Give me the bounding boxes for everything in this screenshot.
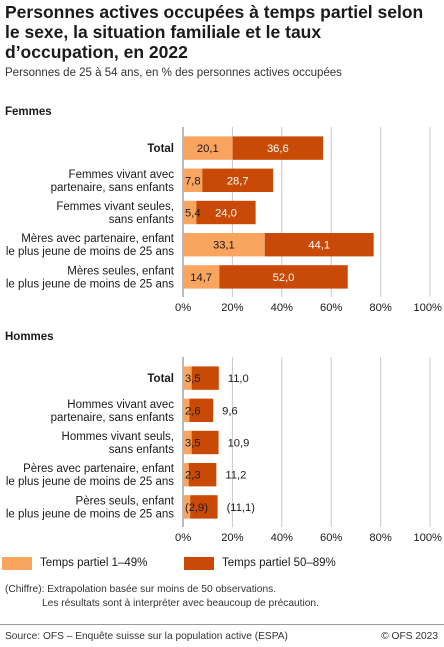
legend-label-part2: Temps partiel 50–89% [222,557,336,569]
x-tick-label-hommes: 100% [413,532,442,544]
bar-part1-femmes [183,200,197,225]
x-tick-label-hommes: 0% [175,532,191,544]
bar-part2-hommes [190,495,218,519]
data-label-part1-femmes: 33,1 [213,240,235,252]
data-label-part1-femmes: 14,7 [190,272,212,284]
bar-part2-femmes [202,168,274,192]
category-label-line-hommes: Pères seuls, enfant [76,495,175,507]
chart-title: Personnes actives occupées à temps parti… [5,2,424,62]
panel-title-hommes: Hommes [5,331,54,343]
category-label-line-hommes: le plus jeune de moins de 25 ans [6,508,174,520]
x-tick-label-hommes: 40% [271,532,293,544]
category-label-line-femmes: Mères avec partenaire, enfant [21,233,175,245]
chart-subtitle: Personnes de 25 à 54 ans, en % des perso… [5,67,342,79]
category-label-line-hommes: Total [147,373,174,385]
bar-part1-hommes [183,366,192,390]
footnote: (Chiffre): Extrapolation basée sur moins… [5,583,319,611]
category-label-hommes: Pères seuls, enfant le plus jeune de moin… [6,495,175,520]
chart-svg-hommes: 3,5 11,0 Total 2,6 9,6 Hommes vivant avec part… [6,357,442,544]
bar-part2-femmes [196,200,256,225]
bar-part2-femmes [219,265,348,289]
bar-part1-femmes [183,265,220,289]
category-label-line-hommes: Hommes vivant seuls, [62,431,174,443]
data-label-part2-femmes: 24,0 [215,208,237,220]
category-label-line-hommes: Hommes vivant avec [67,399,174,411]
bar-part1-femmes [183,233,265,257]
bar-part2-hommes [188,463,217,487]
bar-part2-hommes [191,430,219,455]
data-label-part1-hommes: 2,6 [185,405,201,417]
bar-part1-hommes [183,398,190,422]
legend: Temps partiel 1–49% Temps partiel 50–89% [0,555,444,575]
chart-panel-femmes: 20,1 36,6 Total 7,8 28,7 Femmes vivant avec pa… [0,127,444,327]
bar-part2-hommes [191,366,219,390]
data-label-part1-femmes: 5,4 [185,208,201,220]
bar-part2-femmes [264,233,374,257]
x-tick-label-hommes: 20% [221,532,243,544]
category-label-line-femmes: le plus jeune de moins de 25 ans [6,278,174,290]
category-label-line-femmes: Mères seules, enfant [67,265,175,277]
source-text: Source: OFS – Enquête suisse sur la popu… [5,631,288,642]
x-tick-label-femmes: 60% [320,302,342,314]
category-label-line-hommes: partenaire, sans enfants [51,412,175,424]
legend-label-part1: Temps partiel 1–49% [40,557,148,569]
legend-swatch-part2 [184,557,214,570]
x-tick-label-femmes: 0% [175,302,191,314]
data-label-part1-hommes: (2,9) [185,502,208,514]
chart-svg-femmes: 20,1 36,6 Total 7,8 28,7 Femmes vivant avec pa… [6,127,442,314]
data-label-part2-femmes: 28,7 [227,175,249,187]
bar-part1-hommes [183,495,191,519]
category-label-hommes: Pères avec partenaire, enfant le plus jeu… [6,463,175,488]
category-label-line-hommes: Pères avec partenaire, enfant [23,463,175,475]
category-label-line-hommes: le plus jeune de moins de 25 ans [6,476,174,488]
data-label-part1-femmes: 7,8 [185,175,201,187]
bar-part1-femmes [183,136,233,160]
data-label-part1-hommes: 3,5 [185,373,201,385]
x-tick-label-femmes: 100% [413,302,442,314]
category-label-femmes: Femmes vivant avec partenaire, sans enfan… [51,169,175,194]
category-label-line-femmes: Femmes vivant seules, [56,201,174,213]
category-label-line-hommes: sans enfants [109,444,174,456]
copyright-text: © OFS 2023 [381,631,438,642]
data-label-part2-hommes: 11,2 [225,470,246,482]
data-label-part2-femmes: 36,6 [267,143,289,155]
category-label-femmes: Femmes vivant seules, sans enfants [56,201,174,226]
category-label-femmes: Mères seules, enfant le plus jeune de moi… [6,265,175,290]
category-label-hommes: Total [147,373,174,385]
data-label-part2-hommes: (11,1) [227,502,256,514]
bar-part1-hommes [183,463,189,487]
footnote-line1: (Chiffre): Extrapolation basée sur moins… [5,584,277,595]
category-label-line-femmes: Femmes vivant avec [69,169,175,181]
data-label-part1-femmes: 20,1 [197,143,219,155]
x-tick-label-femmes: 80% [369,302,391,314]
footer-divider [0,624,444,625]
x-tick-label-femmes: 40% [271,302,293,314]
data-label-part2-femmes: 44,1 [308,240,330,252]
x-tick-label-hommes: 60% [320,532,342,544]
x-tick-label-hommes: 80% [369,532,391,544]
bar-part2-hommes [189,398,214,422]
bar-part2-femmes [232,136,324,160]
footnote-line2: Les résultats sont à interpréter avec be… [42,598,319,609]
category-label-femmes: Total [147,143,174,155]
category-label-line-femmes: le plus jeune de moins de 25 ans [6,246,174,258]
data-label-part2-femmes: 52,0 [273,272,295,284]
category-label-hommes: Hommes vivant seuls, sans enfants [62,431,175,456]
data-label-part2-hommes: 11,0 [228,373,249,385]
bar-part1-hommes [183,430,192,455]
panel-title-femmes: Femmes [5,106,52,118]
data-label-part2-hommes: 9,6 [222,405,238,417]
category-label-hommes: Hommes vivant avec partenaire, sans enfan… [51,399,175,424]
data-label-part1-hommes: 3,5 [185,438,201,450]
category-label-line-femmes: Total [147,143,174,155]
data-label-part2-hommes: 10,9 [228,438,250,450]
x-tick-label-femmes: 20% [221,302,243,314]
category-label-femmes: Mères avec partenaire, enfant le plus jeu… [6,233,175,258]
chart-panel-hommes: 3,5 11,0 Total 2,6 9,6 Hommes vivant avec part… [0,357,444,547]
legend-swatch-part1 [2,557,32,570]
data-label-part1-hommes: 2,3 [185,470,201,482]
bar-part1-femmes [183,168,203,192]
category-label-line-femmes: partenaire, sans enfants [51,182,175,194]
category-label-line-femmes: sans enfants [109,214,174,226]
